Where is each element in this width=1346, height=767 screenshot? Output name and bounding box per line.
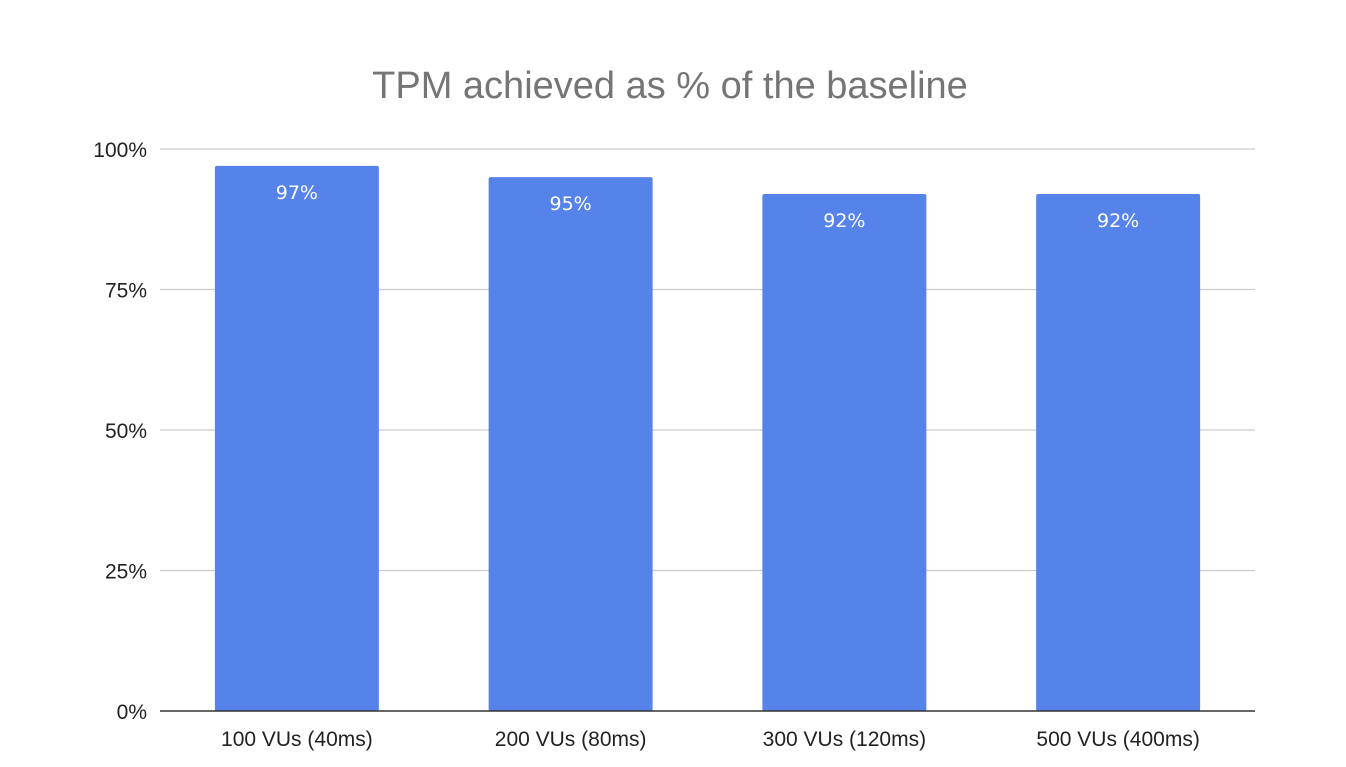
x-category-label: 100 VUs (40ms) xyxy=(221,728,373,751)
x-category-label: 200 VUs (80ms) xyxy=(495,728,647,751)
x-category-label: 300 VUs (120ms) xyxy=(763,728,926,751)
x-category-label: 500 VUs (400ms) xyxy=(1036,728,1199,751)
y-tick-label: 50% xyxy=(105,420,147,443)
y-axis-ticks: 0% 25% 50% 75% 100% xyxy=(93,139,147,724)
data-labels: 97% 95% 92% 92% xyxy=(276,182,1139,232)
y-tick-label: 25% xyxy=(105,561,147,584)
bar-data-label: 92% xyxy=(823,210,865,232)
bar-data-label: 92% xyxy=(1097,210,1139,232)
y-tick-label: 100% xyxy=(93,139,147,162)
bars xyxy=(214,165,1201,712)
bar-data-label: 95% xyxy=(550,193,592,215)
y-tick-label: 0% xyxy=(117,701,147,724)
y-tick-label: 75% xyxy=(105,280,147,303)
x-axis-categories: 100 VUs (40ms) 200 VUs (80ms) 300 VUs (120… xyxy=(221,728,1200,751)
bar xyxy=(488,177,653,712)
bar xyxy=(762,193,927,711)
bar xyxy=(214,165,379,712)
bar-data-label: 97% xyxy=(276,182,318,204)
bar xyxy=(1036,193,1201,711)
chart-title: TPM achieved as % of the baseline xyxy=(372,65,968,107)
